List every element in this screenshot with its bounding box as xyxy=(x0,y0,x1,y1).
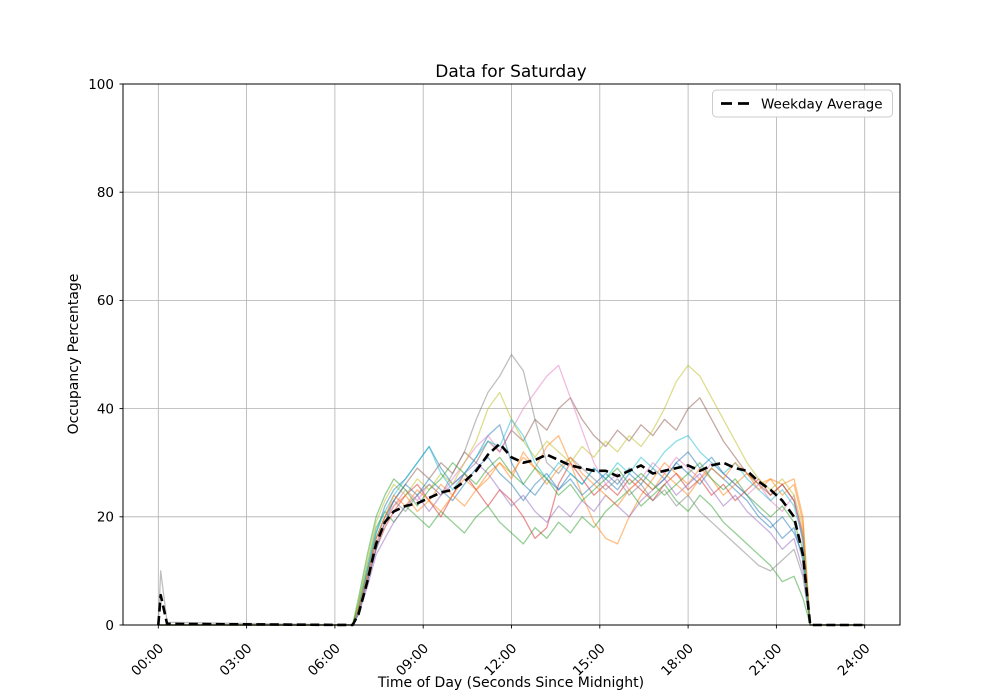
series-line-saturday-7 xyxy=(157,364,866,626)
average-dashed-line xyxy=(157,442,865,627)
series-line-saturday-12 xyxy=(157,456,866,626)
y-tick-label: 0 xyxy=(105,618,114,634)
y-tick-label: 100 xyxy=(88,77,114,93)
weekday-average-line xyxy=(157,442,865,627)
series-line-saturday-11 xyxy=(157,451,866,626)
x-axis-label: Time of Day (Seconds Since Midnight) xyxy=(377,675,644,691)
y-tick-label: 40 xyxy=(97,401,114,417)
legend-label: Weekday Average xyxy=(761,97,883,113)
series-line-saturday-5 xyxy=(157,462,866,626)
y-tick-label: 20 xyxy=(97,510,114,526)
series-line-saturday-13 xyxy=(157,456,866,626)
legend: Weekday Average xyxy=(712,89,893,118)
y-axis-label: Occupancy Percentage xyxy=(66,274,82,435)
y-axis-ticks: 0 20 40 60 80 100 xyxy=(88,77,123,634)
series-line-saturday-3 xyxy=(157,483,866,626)
y-tick-label: 80 xyxy=(97,185,114,201)
series-line-saturday-9 xyxy=(157,364,866,626)
legend-frame xyxy=(712,89,893,118)
chart-title: Data for Saturday xyxy=(435,62,586,82)
y-tick-label: 60 xyxy=(97,293,114,309)
